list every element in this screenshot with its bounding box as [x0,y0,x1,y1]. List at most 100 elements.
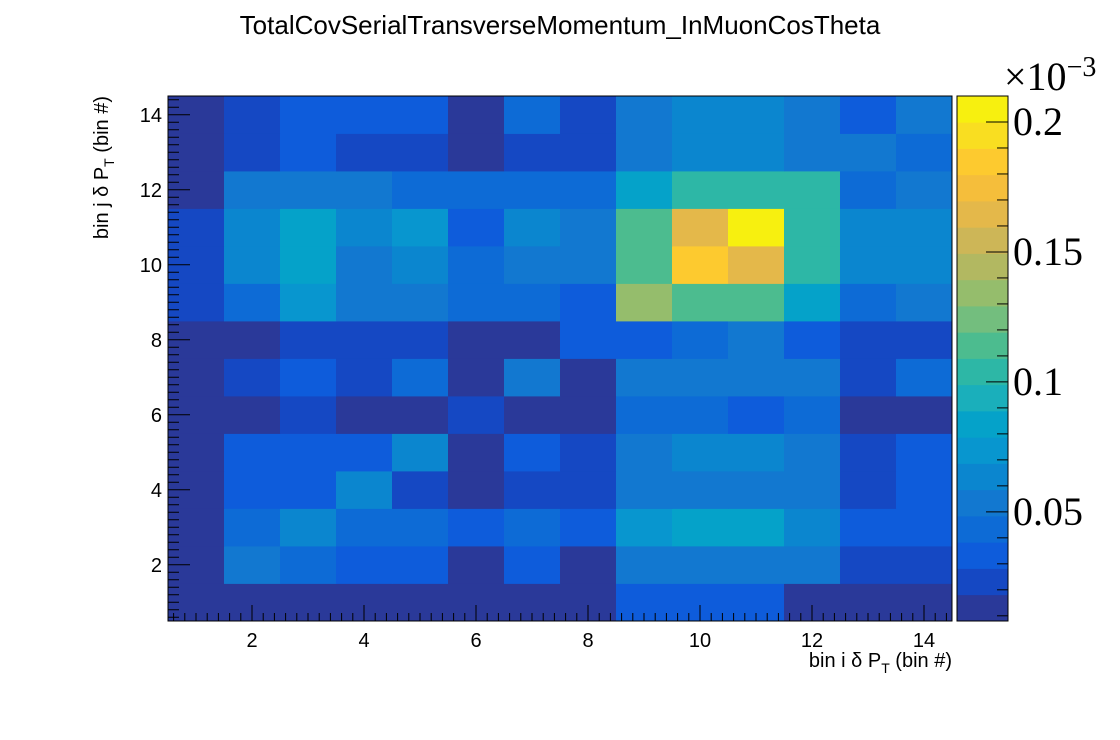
heatmap-cell [784,508,841,547]
heatmap-cell [728,321,785,359]
heatmap-cell [784,396,841,434]
heatmap-cell [784,283,841,322]
colorbar-swatch [957,594,1008,622]
heatmap-cell [392,433,449,472]
heatmap-cell [224,96,281,134]
heatmap-cell [224,171,281,209]
heatmap-cell [896,396,953,434]
heatmap-cell [336,321,393,359]
heatmap-cell [448,471,505,509]
y-tick-label: 12 [140,180,162,202]
heatmap-cell [896,321,953,359]
heatmap-cell [448,96,505,134]
heatmap-cell [280,208,337,247]
colorbar-swatch [957,332,1008,359]
heatmap-cell [448,358,505,397]
heatmap-cell [336,433,393,472]
heatmap-cell [560,508,617,547]
heatmap-cell [728,208,785,247]
colorbar-tick-label: 0.05 [1013,489,1083,534]
heatmap-cell [504,283,561,322]
heatmap-cell [392,471,449,509]
colorbar-swatch [957,122,1008,149]
heatmap-cell [448,546,505,584]
colorbar-frame [956,95,1009,622]
heatmap-cell [448,283,505,322]
x-tick-label: 2 [246,630,257,652]
heatmap-cell [672,283,729,322]
heatmap-cell [784,171,841,209]
heatmap-cell [896,508,953,547]
heatmap-cell [840,246,897,284]
chart-title: TotalCovSerialTransverseMomentum_InMuonC… [240,10,881,40]
heatmap-cell [336,546,393,584]
x-axis-title: bin i δ PT (bin #) [809,650,952,676]
x-axis: 2 4 6 8 10 12 14 [173,605,947,652]
heatmap-cell [616,133,673,172]
heatmap-cell [616,508,673,547]
heatmap-cell [840,321,897,359]
heatmap-cell [672,171,729,209]
x-tick-label: 4 [358,630,369,652]
heatmap-cell [616,433,673,472]
heatmap-cell [336,133,393,172]
heatmap-cell [616,471,673,509]
heatmap-cell [448,246,505,284]
heatmap-cell [840,546,897,584]
heatmap-cell [672,358,729,397]
colorbar-swatch [957,279,1008,307]
heatmap-cell [448,508,505,547]
heatmap-cell [392,508,449,547]
heatmap-cell [504,246,561,284]
y-axis: 2 4 6 8 10 12 14 [140,99,190,618]
heatmap-cells [168,96,953,622]
y-tick-label: 8 [151,330,162,352]
heatmap-cell [336,208,393,247]
heatmap-cell [336,358,393,397]
heatmap-cell [616,321,673,359]
heatmap-cell [840,96,897,134]
heatmap-cell [840,133,897,172]
colorbar-swatch [957,174,1008,202]
heatmap-cell [448,171,505,209]
heatmap-cell [728,433,785,472]
heatmap-cell [560,471,617,509]
heatmap-cell [784,321,841,359]
heatmap-cell [616,96,673,134]
heatmap-cell [448,208,505,247]
heatmap-cell [224,433,281,472]
heatmap-cell [840,508,897,547]
heatmap-cell [784,471,841,509]
heatmap-cell [560,433,617,472]
heatmap-cell [280,171,337,209]
heatmap-cell [840,433,897,472]
heatmap-cell [504,396,561,434]
heatmap-cell [896,433,953,472]
colorbar-swatch [957,148,1008,176]
heatmap-cell [224,508,281,547]
heatmap-cell [616,283,673,322]
colorbar-multiplier: ×10−3 [1004,52,1096,99]
heatmap-cell [504,433,561,472]
heatmap-cell [504,96,561,134]
heatmap-cell [840,171,897,209]
heatmap-cell [672,546,729,584]
y-tick-label: 10 [140,255,162,277]
heatmap-cell [672,433,729,472]
x-tick-label: 6 [470,630,481,652]
heatmap-cell [392,246,449,284]
heatmap-cell [448,396,505,434]
color-scale: 0.05 0.1 0.15 0.2×10−3 [956,52,1096,622]
heatmap-cell [224,471,281,509]
heatmap-cell [672,208,729,247]
heatmap-cell [392,358,449,397]
heatmap-cell [448,433,505,472]
colorbar-tick-label: 0.2 [1013,99,1063,144]
heatmap-cell [672,508,729,547]
heatmap-cell [280,133,337,172]
heatmap-cell [728,246,785,284]
heatmap-cell [728,171,785,209]
heatmap-cell [392,133,449,172]
heatmap-cell [336,283,393,322]
y-tick-label: 2 [151,555,162,577]
